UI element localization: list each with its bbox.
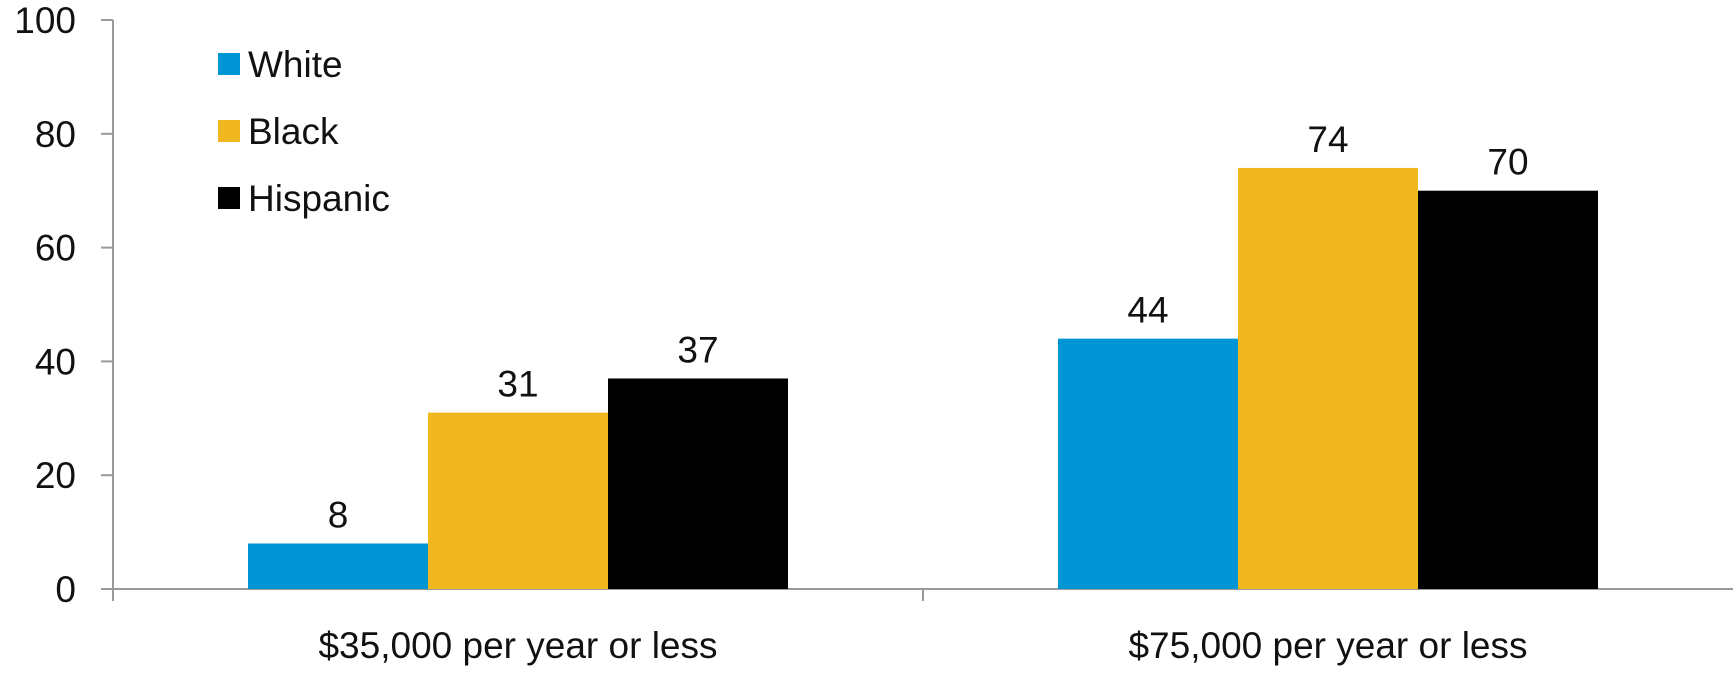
y-tick-label: 60 xyxy=(35,228,76,269)
y-tick-label: 40 xyxy=(35,341,76,382)
legend-swatch-black xyxy=(218,120,240,142)
x-category-label: $35,000 per year or less xyxy=(318,625,717,666)
legend-label: Black xyxy=(248,111,339,152)
bar-white-1 xyxy=(248,543,428,589)
legend-label: Hispanic xyxy=(248,178,390,219)
axes: 0 20 40 60 80 100 $35,000 per year or less $75,… xyxy=(14,0,1733,666)
legend-label: White xyxy=(248,44,343,85)
y-tick-label: 100 xyxy=(14,0,76,41)
bar-black-1 xyxy=(428,412,608,589)
data-label: 74 xyxy=(1307,119,1348,160)
bar-hispanic-1 xyxy=(608,378,788,589)
y-tick-label: 0 xyxy=(55,569,76,610)
legend-swatch-white xyxy=(218,53,240,75)
legend-swatch-hispanic xyxy=(218,187,240,209)
bars xyxy=(248,167,1598,589)
legend: White Black Hispanic xyxy=(218,44,390,219)
x-category-label: $75,000 per year or less xyxy=(1128,625,1527,666)
y-tick-label: 20 xyxy=(35,455,76,496)
data-labels: 8 31 37 44 74 70 xyxy=(328,119,1529,536)
y-tick-label: 80 xyxy=(35,114,76,155)
bar-white-2 xyxy=(1058,338,1238,589)
bar-hispanic-2 xyxy=(1418,190,1598,589)
bar-black-2 xyxy=(1238,167,1418,589)
data-label: 70 xyxy=(1487,142,1528,183)
data-label: 44 xyxy=(1127,290,1168,331)
data-label: 8 xyxy=(328,494,349,535)
data-label: 31 xyxy=(497,364,538,405)
data-label: 37 xyxy=(677,329,718,370)
